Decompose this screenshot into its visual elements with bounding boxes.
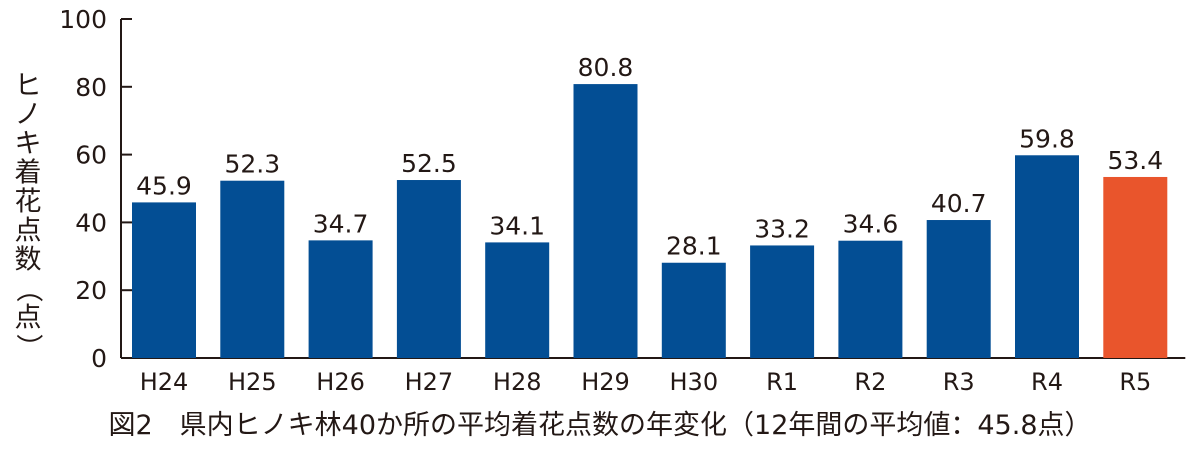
data-label-r5: 53.4 xyxy=(1107,146,1163,175)
category-label-h26: H26 xyxy=(316,368,365,396)
y-tick-label: 100 xyxy=(59,5,107,34)
y-axis-title-char: 点 xyxy=(15,303,42,334)
y-axis-title-char: 花 xyxy=(15,187,42,218)
bar-r4 xyxy=(1015,155,1079,358)
category-label-r2: R2 xyxy=(854,368,886,396)
category-label-h24: H24 xyxy=(140,368,189,396)
category-label-r4: R4 xyxy=(1031,368,1063,396)
data-label-h26: 34.7 xyxy=(313,209,369,238)
data-label-r3: 40.7 xyxy=(931,189,987,218)
data-label-h29: 80.8 xyxy=(578,53,634,82)
chart-caption: 図2 県内ヒノキ林40か所の平均着花点数の年変化（12年間の平均値：45.8点） xyxy=(108,410,1092,441)
category-label-h30: H30 xyxy=(670,368,719,396)
data-label-r2: 34.6 xyxy=(843,210,899,239)
bar-h29 xyxy=(573,84,638,358)
bar-h28 xyxy=(485,242,550,358)
y-tick-label: 60 xyxy=(75,141,107,170)
y-axis-title-char: ノ xyxy=(15,100,42,131)
axes: 0 20 40 60 80 100 xyxy=(59,5,1186,373)
category-label-h27: H27 xyxy=(405,368,454,396)
data-label-h25: 52.3 xyxy=(224,150,280,179)
data-label-r1: 33.2 xyxy=(754,214,810,243)
y-tick-label: 20 xyxy=(75,276,107,305)
y-tick-label: 40 xyxy=(75,208,107,237)
bar-h26 xyxy=(308,240,373,358)
y-tick-label: 80 xyxy=(75,73,107,102)
data-label-h24: 45.9 xyxy=(136,171,192,200)
category-label-h29: H29 xyxy=(581,368,630,396)
bar-h25 xyxy=(220,180,285,358)
y-axis-title-char: ） xyxy=(13,334,44,361)
category-label-h28: H28 xyxy=(493,368,542,396)
y-axis-title-char: （ xyxy=(13,276,44,303)
data-label-r4: 59.8 xyxy=(1019,124,1075,153)
bar-h27 xyxy=(396,180,461,358)
data-labels: 45.9 52.3 34.7 52.5 34.1 80.8 28.1 33.2 34.6 40.7… xyxy=(136,53,1163,261)
data-label-h28: 34.1 xyxy=(489,211,545,240)
y-axis-title-char: ヒ xyxy=(15,71,42,102)
category-label-r1: R1 xyxy=(766,368,798,396)
category-label-r3: R3 xyxy=(943,368,975,396)
category-label-h25: H25 xyxy=(228,368,277,396)
y-axis-title-char: キ xyxy=(15,129,42,160)
y-tick-label: 0 xyxy=(91,344,107,373)
bar-r3 xyxy=(926,220,991,358)
y-axis-title-char: 数 xyxy=(15,245,42,276)
bar-r5 xyxy=(1103,176,1168,358)
category-labels: H24 H25 H26 H27 H28 H29 H30 R1 R2 R3 R4 R5 xyxy=(140,368,1152,396)
data-label-h30: 28.1 xyxy=(666,232,722,261)
category-label-r5: R5 xyxy=(1119,368,1151,396)
bar-h30 xyxy=(661,262,726,358)
bar-r2 xyxy=(838,240,903,358)
bar-h24 xyxy=(132,202,196,358)
y-axis-title-char: 着 xyxy=(15,158,42,189)
y-axis-title-char: 点 xyxy=(15,216,42,247)
bar-r1 xyxy=(750,245,815,358)
bars xyxy=(132,84,1168,358)
data-label-h27: 52.5 xyxy=(401,149,457,178)
